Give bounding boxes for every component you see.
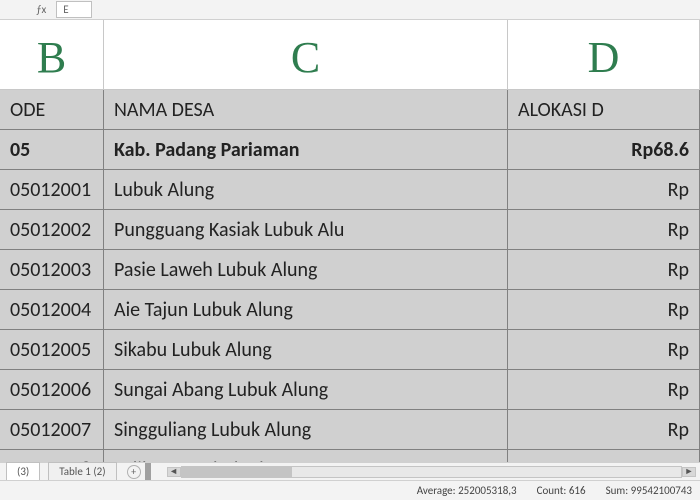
table-row: 05012001Lubuk AlungRp xyxy=(0,170,700,210)
table-row: 05012003Pasie Laweh Lubuk AlungRp xyxy=(0,250,700,290)
cell[interactable]: Sungai Abang Lubuk Alung xyxy=(104,370,508,410)
status-count-label: Count: xyxy=(537,484,567,497)
cell[interactable]: Sikabu Lubuk Alung xyxy=(104,330,508,370)
status-bar: Average: 252005318,3 Count: 616 Sum: 995… xyxy=(0,480,700,500)
cell[interactable]: Rp xyxy=(508,250,700,290)
scroll-left-icon[interactable]: ◄ xyxy=(167,467,181,477)
cell[interactable]: Rp xyxy=(508,210,700,250)
cell[interactable]: Pungguang Kasiak Lubuk Alu xyxy=(104,210,508,250)
cell-header-c[interactable]: NAMA DESA xyxy=(104,90,508,130)
cell-bold-b[interactable]: 05 xyxy=(0,130,104,170)
column-header-d[interactable]: D xyxy=(508,20,700,89)
sheet-tab-inactive[interactable]: Table 1 (2) xyxy=(48,462,116,481)
cell-bold-d[interactable]: Rp68.6 xyxy=(508,130,700,170)
status-sum: Sum: 99542100743 xyxy=(606,484,692,497)
cell[interactable]: 05012004 xyxy=(0,290,104,330)
table-summary-row: 05 Kab. Padang Pariaman Rp68.6 xyxy=(0,130,700,170)
column-header-c[interactable]: C xyxy=(104,20,508,89)
sheet-tabs-bar: (3) Table 1 (2) + ◄ ► xyxy=(0,462,700,480)
horizontal-scrollbar[interactable]: ◄ ► xyxy=(181,466,682,478)
cell[interactable]: Rp xyxy=(508,330,700,370)
cell[interactable]: Salibutan Lubuk Alung xyxy=(104,450,508,462)
status-average-label: Average: xyxy=(417,484,456,497)
status-average: Average: 252005318,3 xyxy=(417,484,517,497)
scroll-right-icon[interactable]: ► xyxy=(682,467,696,477)
status-average-value: 252005318,3 xyxy=(458,484,517,497)
cell[interactable]: Pasie Laweh Lubuk Alung xyxy=(104,250,508,290)
cell[interactable]: Rp xyxy=(508,170,700,210)
cell[interactable]: 05012007 xyxy=(0,410,104,450)
tab-scroll-separator[interactable] xyxy=(145,463,151,480)
cell-bold-c[interactable]: Kab. Padang Pariaman xyxy=(104,130,508,170)
status-count-value: 616 xyxy=(569,484,586,497)
column-header-b[interactable]: B xyxy=(0,20,104,89)
cell[interactable]: 05012002 xyxy=(0,210,104,250)
table-row: 05012008Salibutan Lubuk AlungRp xyxy=(0,450,700,462)
cell[interactable]: 05012001 xyxy=(0,170,104,210)
add-sheet-button[interactable]: + xyxy=(127,465,141,479)
cell[interactable]: Rp xyxy=(508,410,700,450)
cell[interactable]: Lubuk Alung xyxy=(104,170,508,210)
cell[interactable]: Rp xyxy=(508,290,700,330)
status-sum-label: Sum: xyxy=(606,484,629,497)
scroll-thumb[interactable] xyxy=(182,467,292,477)
table-row: 05012007Singguliang Lubuk AlungRp xyxy=(0,410,700,450)
cell[interactable]: 05012003 xyxy=(0,250,104,290)
spreadsheet-app: ƒx E B C D ODE NAMA DESA ALOKASI D 05 Ka… xyxy=(0,0,700,500)
column-headers: B C D xyxy=(0,20,700,90)
cell[interactable]: 05012008 xyxy=(0,450,104,462)
name-box[interactable]: E xyxy=(56,1,92,18)
formula-bar: ƒx E xyxy=(0,0,700,20)
table-row: 05012004Aie Tajun Lubuk AlungRp xyxy=(0,290,700,330)
cell[interactable]: Rp xyxy=(508,370,700,410)
cell[interactable]: Aie Tajun Lubuk Alung xyxy=(104,290,508,330)
cell[interactable]: Singguliang Lubuk Alung xyxy=(104,410,508,450)
cell-header-b[interactable]: ODE xyxy=(0,90,104,130)
table-row: 05012002Pungguang Kasiak Lubuk AluRp xyxy=(0,210,700,250)
table-header-row: ODE NAMA DESA ALOKASI D xyxy=(0,90,700,130)
status-sum-value: 99542100743 xyxy=(631,484,692,497)
cell[interactable]: Rp xyxy=(508,450,700,462)
cell[interactable]: 05012005 xyxy=(0,330,104,370)
table-row: 05012005Sikabu Lubuk AlungRp xyxy=(0,330,700,370)
table-data-rows: 05012001Lubuk AlungRp05012002Pungguang K… xyxy=(0,170,700,462)
toolbar-icon: ƒx xyxy=(36,3,46,16)
cell-header-d[interactable]: ALOKASI D xyxy=(508,90,700,130)
grid-body: ODE NAMA DESA ALOKASI D 05 Kab. Padang P… xyxy=(0,90,700,462)
status-count: Count: 616 xyxy=(537,484,586,497)
cell[interactable]: 05012006 xyxy=(0,370,104,410)
table-row: 05012006Sungai Abang Lubuk AlungRp xyxy=(0,370,700,410)
sheet-tab-active[interactable]: (3) xyxy=(6,462,40,482)
